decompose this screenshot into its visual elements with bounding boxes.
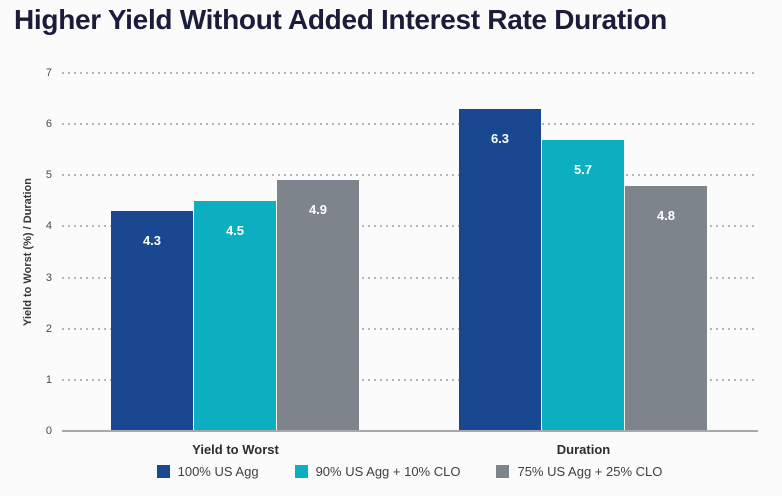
chart-title: Higher Yield Without Added Interest Rate… — [14, 4, 667, 35]
y-tick-3: 3 — [45, 271, 52, 284]
y-tick-4: 4 — [45, 220, 52, 233]
y-tick-5: 5 — [45, 169, 52, 182]
gridline-2 — [62, 327, 757, 330]
legend-label: 90% US Agg + 10% CLO — [315, 464, 461, 479]
legend-item: 100% US Agg — [156, 464, 259, 479]
bar-value-label: 6.3 — [490, 130, 510, 146]
bar-value-label: 4.8 — [656, 207, 676, 223]
legend-swatch-icon — [294, 465, 308, 478]
bar: 4.8 — [625, 185, 707, 431]
legend: 100% US Agg 90% US Agg + 10% CLO 75% US Ag… — [62, 464, 757, 479]
plot-area: 4.3 4.5 4.9 6.3 5.7 4.8 — [62, 72, 758, 432]
legend-swatch-icon — [496, 465, 510, 478]
y-axis-ticks: 0 1 2 3 4 5 6 7 — [0, 0, 52, 496]
gridline-7 — [62, 72, 757, 74]
bar: 4.9 — [277, 180, 359, 431]
gridline-3 — [62, 276, 757, 279]
bar: 4.5 — [194, 200, 276, 431]
x-axis-line — [62, 429, 758, 432]
legend-item: 90% US Agg + 10% CLO — [294, 464, 461, 479]
y-tick-0: 0 — [45, 425, 52, 437]
gridline-1 — [62, 378, 757, 381]
y-tick-6: 6 — [45, 118, 52, 131]
y-tick-7: 7 — [45, 67, 52, 79]
bar: 4.3 — [111, 211, 193, 431]
bar-value-label: 4.5 — [225, 222, 245, 238]
gridline-4 — [62, 225, 757, 228]
gridline-6 — [62, 123, 757, 126]
legend-item: 75% US Agg + 25% CLO — [496, 464, 662, 479]
bar: 5.7 — [542, 139, 624, 431]
y-tick-1: 1 — [45, 373, 52, 386]
legend-label: 100% US Agg — [177, 464, 259, 479]
category-label: Duration — [556, 442, 611, 457]
legend-label: 75% US Agg + 25% CLO — [517, 464, 663, 479]
y-tick-2: 2 — [45, 322, 52, 335]
bar: 6.3 — [459, 108, 541, 431]
legend-swatch-icon — [156, 465, 170, 478]
category-label: Yield to Worst — [192, 442, 279, 457]
gridline-5 — [62, 174, 757, 177]
bar-value-label: 4.9 — [308, 202, 328, 218]
bar-value-label: 4.3 — [142, 233, 162, 249]
bar-value-label: 5.7 — [573, 161, 593, 177]
